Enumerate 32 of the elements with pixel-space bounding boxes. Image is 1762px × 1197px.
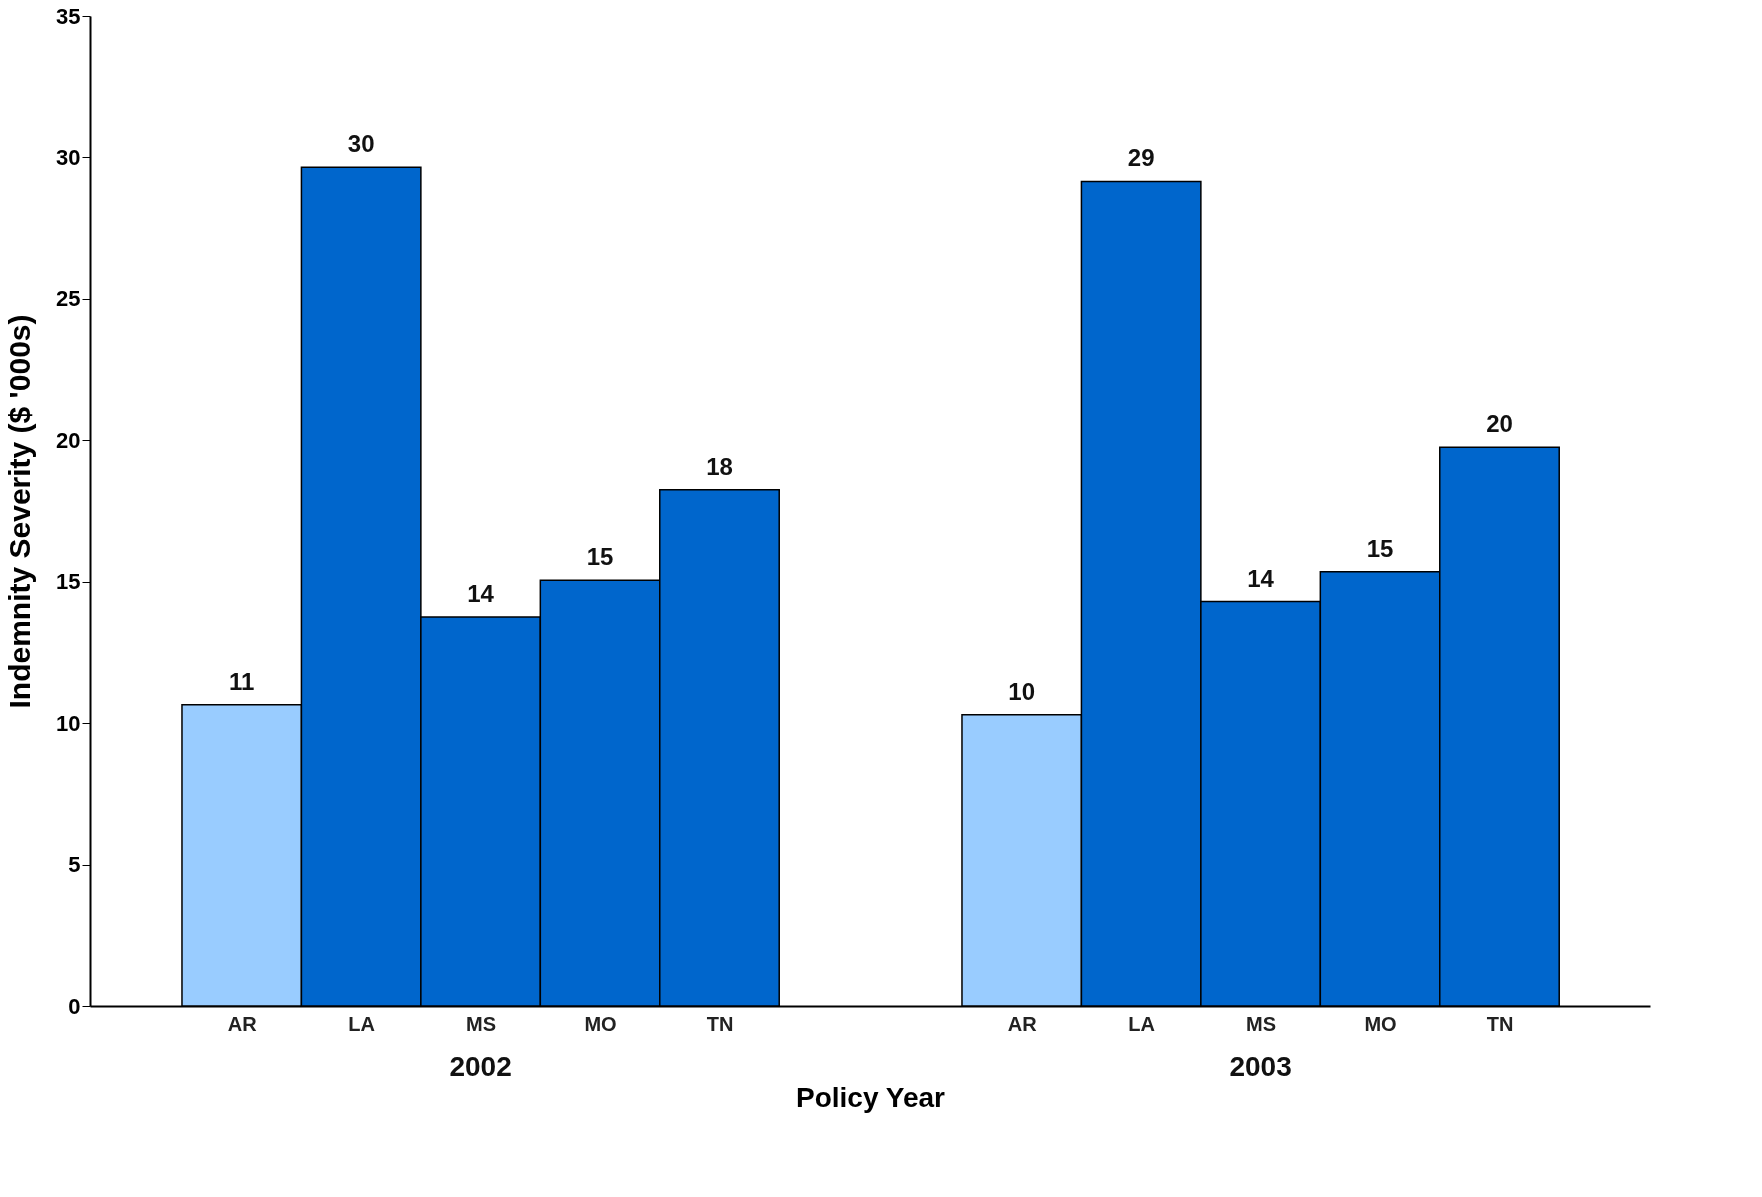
x-tick-label: MO [584, 1012, 617, 1035]
x-tick-label: TN [706, 1012, 734, 1035]
x-tick-label: LA [348, 1012, 375, 1035]
y-axis-title: Indemnity Severity ($ '000s) [3, 314, 37, 709]
data-label: 11 [229, 667, 255, 695]
data-label: 14 [1247, 564, 1275, 592]
text: 2002 [449, 1051, 512, 1082]
x-tick-label: MS [1246, 1012, 1277, 1035]
y-tick-label: 25 [56, 286, 81, 312]
data-label: 29 [1127, 144, 1155, 172]
data-label: 10 [1008, 677, 1036, 705]
y-tick-label: 0 [68, 993, 81, 1019]
text: 2003 [1229, 1051, 1292, 1082]
data-label: 14 [467, 580, 495, 608]
y-tick-label: 35 [56, 3, 81, 29]
data-label: 30 [347, 130, 375, 158]
x-tick-label: MS [466, 1012, 497, 1035]
y-tick-label: 20 [56, 427, 81, 453]
x-tick-label: TN [1486, 1012, 1514, 1035]
y-tick-label: 30 [56, 144, 81, 170]
data-label: 20 [1486, 410, 1513, 438]
x-tick-label: AR [1007, 1012, 1038, 1035]
x-tick-label: LA [1128, 1012, 1155, 1035]
y-tick-label: 15 [56, 569, 81, 595]
data-label: 15 [586, 543, 614, 571]
x-tick-label: MO [1364, 1012, 1397, 1035]
y-tick-label: 10 [56, 710, 81, 736]
data-label: 18 [706, 452, 733, 480]
x-axis-title: Policy Year [796, 1081, 946, 1113]
data-label: 15 [1366, 534, 1394, 562]
y-tick-label: 5 [68, 852, 81, 878]
x-tick-label: AR [227, 1012, 258, 1035]
